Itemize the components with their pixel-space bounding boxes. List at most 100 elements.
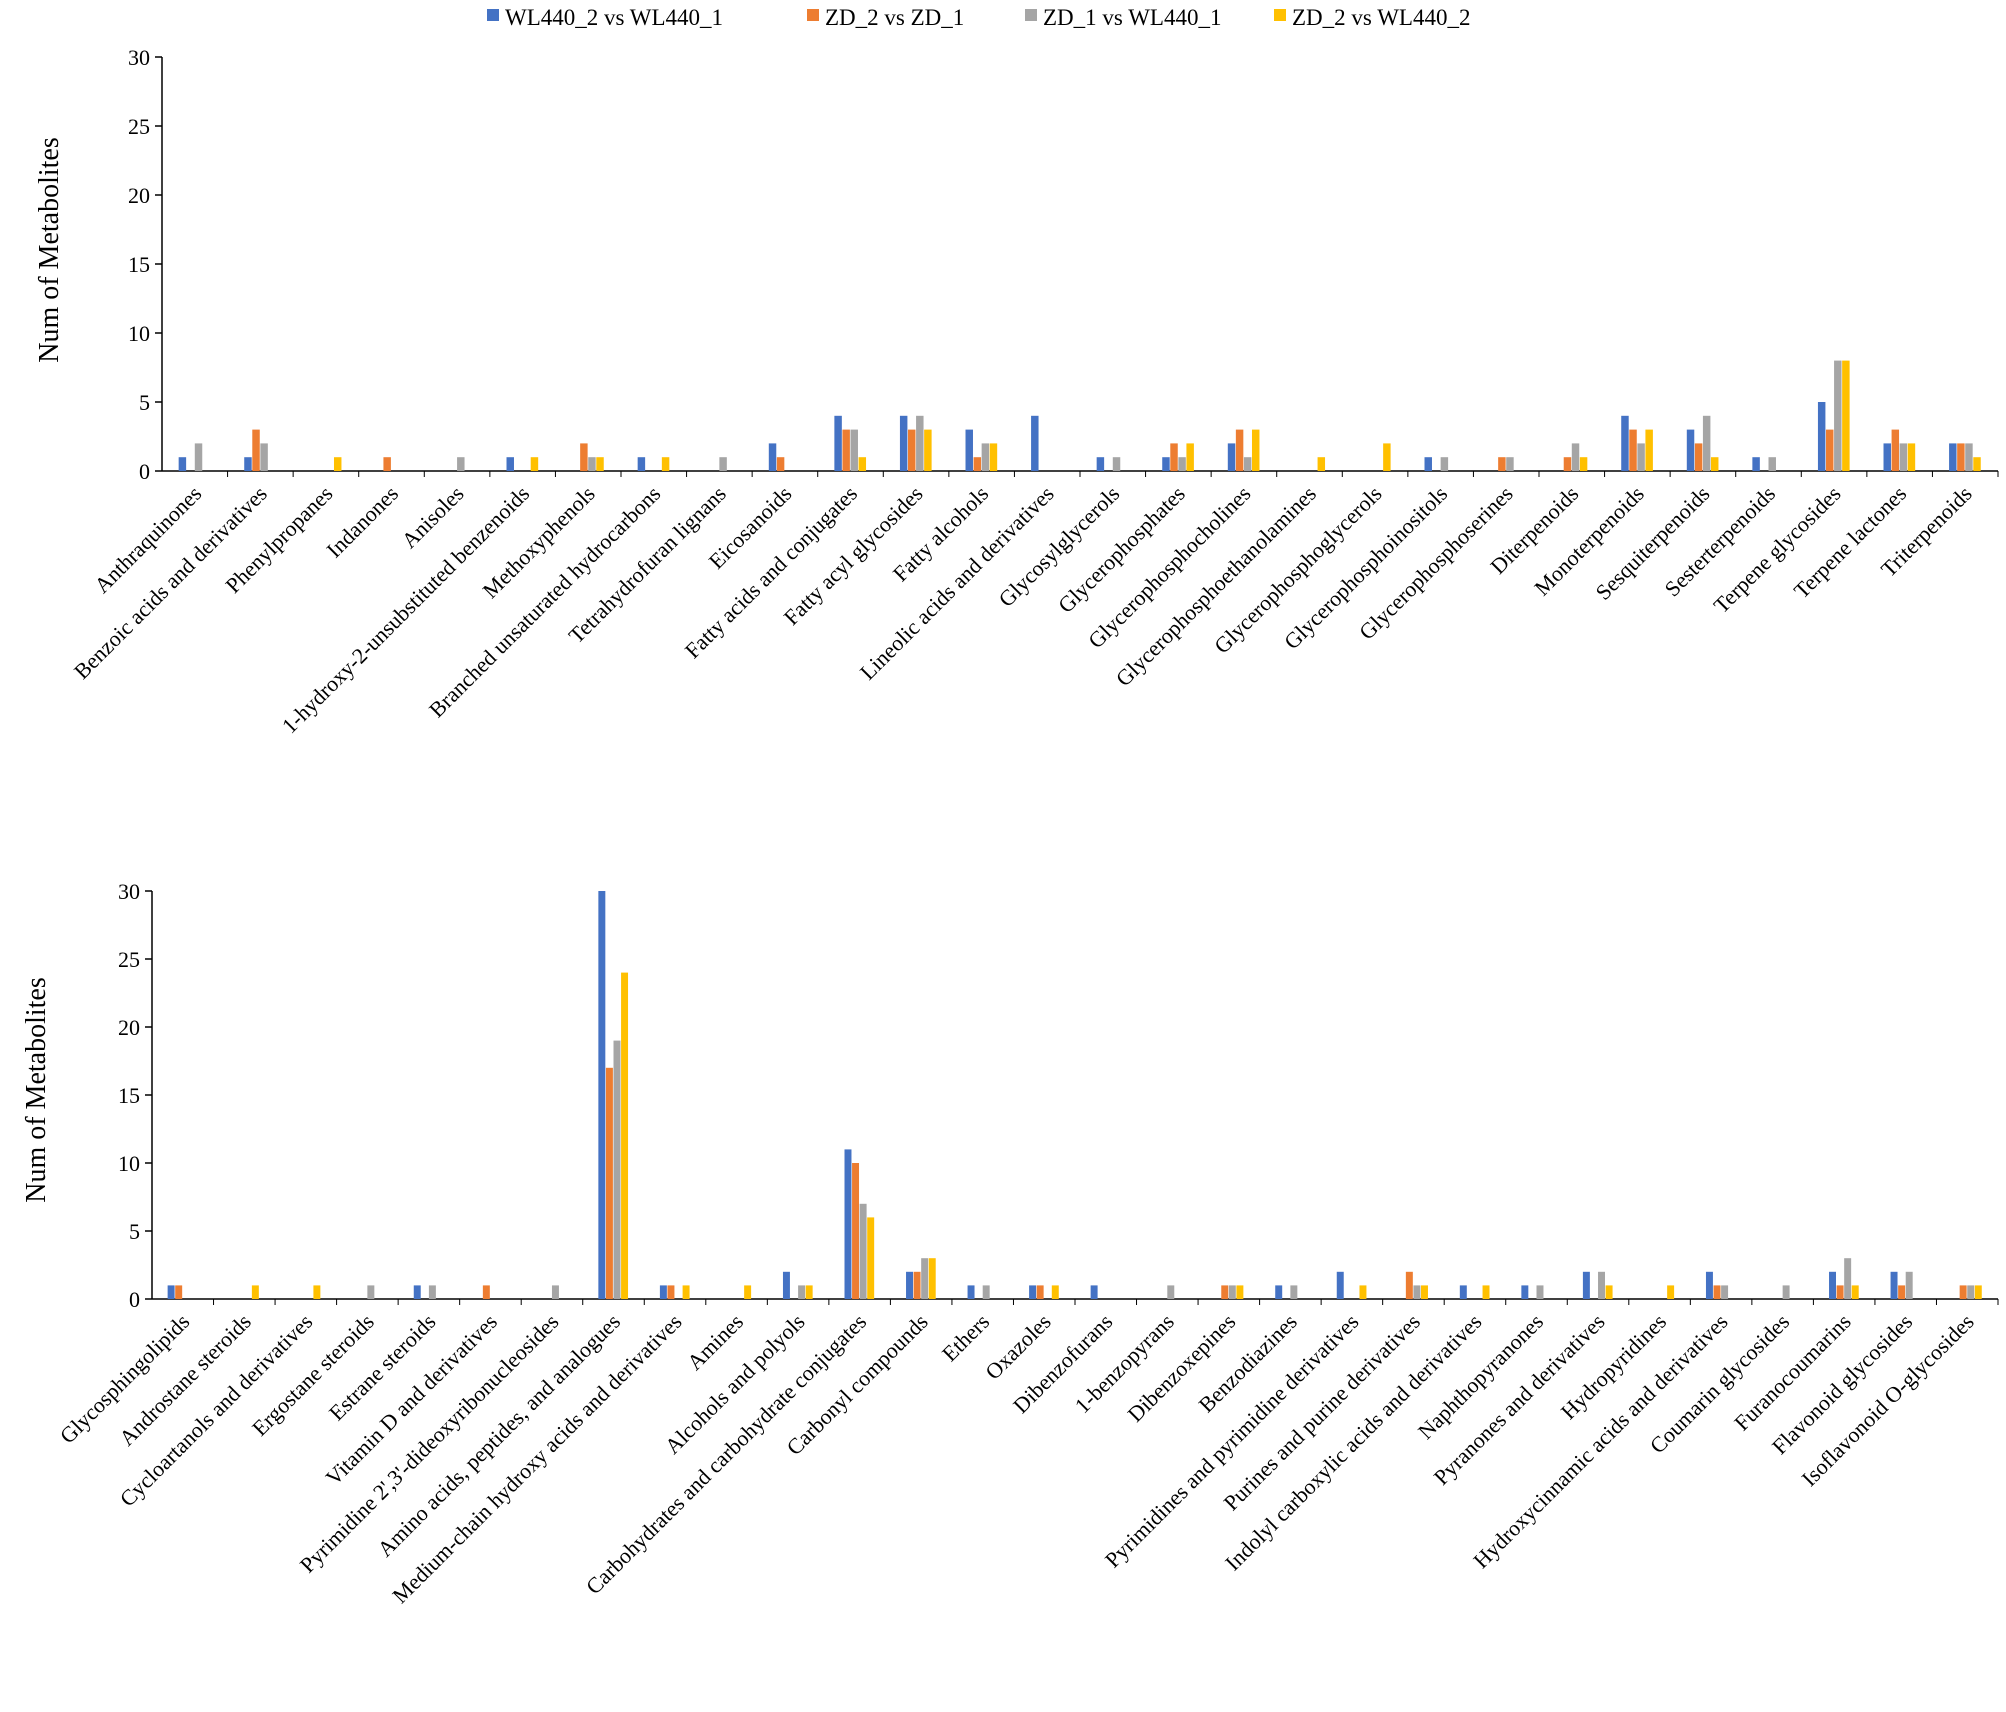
top-bar-1-12 xyxy=(965,429,973,471)
bottom-bar-1-15 xyxy=(1090,1285,1098,1299)
top-bar-2-6 xyxy=(580,443,588,471)
top-bar-2-1 xyxy=(252,429,260,471)
top-bar-3-16 xyxy=(1243,457,1252,471)
bottom-bar-3-29 xyxy=(1967,1285,1975,1299)
bottom-bar-2-5 xyxy=(482,1285,490,1299)
bottom-bar-3-17 xyxy=(1228,1285,1236,1299)
bottom-bar-1-27 xyxy=(1829,1271,1836,1299)
bottom-bar-3-4 xyxy=(428,1285,436,1299)
top-bar-3-11 xyxy=(916,415,924,471)
top-bar-1-14 xyxy=(1096,457,1105,471)
top-bar-4-22 xyxy=(1645,429,1653,471)
top-bar-2-10 xyxy=(842,429,850,471)
bottom-bar-2-17 xyxy=(1221,1285,1229,1299)
top-bar-4-7 xyxy=(661,457,670,471)
bottom-bar-3-16 xyxy=(1167,1285,1175,1299)
legend-label-1: WL440_2 vs WL440_1 xyxy=(505,5,723,30)
bottom-bar-2-11 xyxy=(852,1163,860,1299)
bottom-category-label: Ethers xyxy=(937,1309,994,1366)
bottom-y-tick-label: 30 xyxy=(118,879,140,904)
top-bar-2-23 xyxy=(1694,443,1703,471)
top-bar-2-3 xyxy=(383,457,391,471)
top-bar-2-9 xyxy=(776,457,785,471)
top-bar-2-22 xyxy=(1629,429,1637,471)
top-y-tick-label: 25 xyxy=(128,114,150,139)
top-y-tick-label: 30 xyxy=(128,45,150,70)
top-bar-3-26 xyxy=(1899,443,1908,471)
top-bar-2-21 xyxy=(1563,457,1572,471)
bottom-bar-1-4 xyxy=(413,1285,421,1299)
bottom-bar-1-25 xyxy=(1705,1271,1713,1299)
top-bar-1-9 xyxy=(768,443,777,471)
bottom-bar-2-14 xyxy=(1036,1285,1044,1299)
bottom-y-tick-label: 5 xyxy=(129,1219,140,1244)
top-bar-1-13 xyxy=(1031,415,1039,471)
top-bar-3-24 xyxy=(1768,457,1776,471)
top-bar-4-25 xyxy=(1842,360,1850,471)
legend-swatch-3 xyxy=(1025,9,1037,21)
top-bar-4-23 xyxy=(1710,457,1719,471)
bottom-bar-2-28 xyxy=(1898,1285,1906,1299)
top-category-label: Terpene lactones xyxy=(1789,481,1911,603)
top-bar-3-25 xyxy=(1834,360,1842,471)
bottom-bar-2-20 xyxy=(1405,1271,1413,1299)
top-bar-3-6 xyxy=(588,457,596,471)
bottom-bar-2-29 xyxy=(1959,1285,1967,1299)
bottom-bar-4-8 xyxy=(682,1285,690,1299)
bottom-bar-3-3 xyxy=(367,1285,375,1299)
top-bar-1-1 xyxy=(244,457,252,471)
top-bar-4-2 xyxy=(333,457,342,471)
top-bar-1-27 xyxy=(1949,443,1957,471)
legend-swatch-2 xyxy=(807,9,819,21)
bottom-bar-3-18 xyxy=(1290,1285,1298,1299)
top-bar-1-0 xyxy=(178,457,187,471)
top-bar-1-16 xyxy=(1227,443,1236,471)
top-y-tick-label: 15 xyxy=(128,252,150,277)
legend-swatch-1 xyxy=(487,9,499,21)
top-bar-4-12 xyxy=(989,443,998,471)
top-bar-4-15 xyxy=(1186,443,1194,471)
bottom-bar-1-8 xyxy=(659,1285,667,1299)
bottom-bar-3-27 xyxy=(1844,1258,1852,1299)
bottom-bar-3-7 xyxy=(613,1040,621,1299)
bottom-bar-3-20 xyxy=(1413,1285,1421,1299)
bottom-y-axis-label: Num of Metabolites xyxy=(21,977,52,1203)
bottom-bar-2-12 xyxy=(913,1271,921,1299)
bottom-category-label: Dibenzoxepines xyxy=(1122,1309,1240,1427)
bottom-bar-1-7 xyxy=(598,891,606,1299)
top-bar-4-18 xyxy=(1383,443,1391,471)
bottom-bar-4-7 xyxy=(621,972,629,1299)
bottom-bar-4-29 xyxy=(1974,1285,1982,1299)
top-bar-2-25 xyxy=(1826,429,1834,471)
bottom-bar-3-23 xyxy=(1598,1271,1605,1299)
top-bar-2-11 xyxy=(908,429,916,471)
bottom-bar-4-21 xyxy=(1482,1285,1490,1299)
top-bar-1-24 xyxy=(1752,457,1760,471)
bottom-bar-3-28 xyxy=(1905,1271,1913,1299)
top-bar-3-12 xyxy=(981,443,990,471)
bottom-bar-1-21 xyxy=(1459,1285,1467,1299)
top-bar-1-15 xyxy=(1162,457,1170,471)
bottom-y-tick-label: 10 xyxy=(118,1151,140,1176)
top-bar-3-23 xyxy=(1702,415,1711,471)
top-y-tick-label: 10 xyxy=(128,321,150,346)
bottom-bar-4-20 xyxy=(1421,1285,1428,1299)
bottom-bar-3-12 xyxy=(921,1258,929,1299)
top-category-label: Indanones xyxy=(321,481,403,563)
top-bar-3-10 xyxy=(850,429,858,471)
bottom-bar-3-25 xyxy=(1721,1285,1729,1299)
bottom-bar-2-27 xyxy=(1836,1285,1844,1299)
top-y-tick-label: 0 xyxy=(139,459,150,484)
top-y-tick-label: 5 xyxy=(139,390,150,415)
top-bar-1-22 xyxy=(1621,415,1629,471)
bottom-bar-4-10 xyxy=(805,1285,813,1299)
bottom-y-tick-label: 15 xyxy=(118,1083,140,1108)
bottom-bar-2-7 xyxy=(605,1067,613,1299)
bottom-bar-1-10 xyxy=(782,1271,790,1299)
bottom-bar-1-22 xyxy=(1521,1285,1529,1299)
top-bar-1-25 xyxy=(1817,402,1826,471)
top-bar-2-27 xyxy=(1957,443,1965,471)
top-bar-4-17 xyxy=(1317,457,1326,471)
